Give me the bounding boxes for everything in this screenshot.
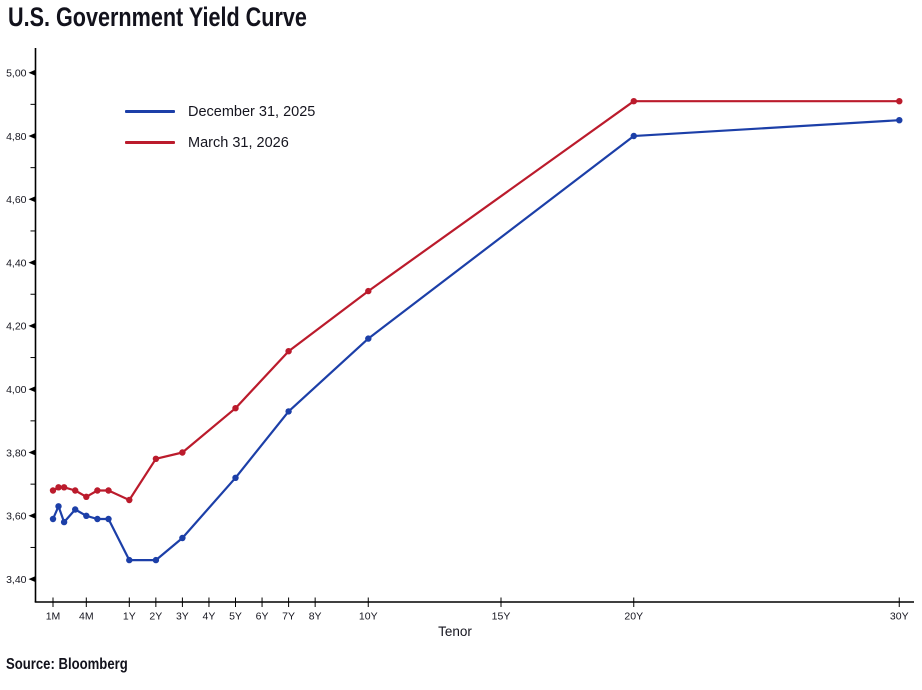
x-tick-label: 1Y: [123, 611, 136, 623]
x-tick-label: 1M: [46, 611, 61, 623]
x-tick-label: 4M: [79, 611, 94, 623]
data-point-dec-2025-1.5M: [55, 503, 62, 510]
data-point-mar-2026-6M: [105, 487, 112, 494]
legend-item-dec-2025: December 31, 2025: [125, 96, 315, 127]
data-point-dec-2025-1M: [49, 515, 57, 523]
series-line-dec-2025: [51, 119, 901, 562]
data-point-mar-2026-2Y: [152, 455, 160, 462]
data-point-dec-2025-2Y: [152, 556, 160, 564]
data-point-dec-2025-6M: [105, 515, 112, 523]
data-point-dec-2025-3Y: [179, 534, 186, 542]
data-point-dec-2025-10Y: [365, 335, 372, 342]
y-major-tick: [28, 133, 36, 139]
x-tick-label: 3Y: [176, 611, 189, 623]
data-point-mar-2026-5Y: [232, 405, 239, 412]
data-point-mar-2026-20Y: [630, 98, 637, 105]
x-tick-label: 8Y: [309, 611, 322, 623]
legend-item-mar-2026: March 31, 2026: [125, 127, 315, 158]
data-point-mar-2026-3Y: [179, 449, 186, 456]
data-point-mar-2026-3M: [72, 487, 79, 494]
x-tick-label: 30Y: [890, 611, 909, 623]
data-point-dec-2025-5Y: [232, 474, 239, 481]
data-point-mar-2026-4M: [83, 493, 90, 500]
x-tick-label: 10Y: [359, 611, 378, 623]
data-point-dec-2025-2M: [60, 518, 68, 526]
y-tick-label: 4,40: [6, 257, 27, 269]
data-point-dec-2025-4M: [83, 512, 90, 519]
y-tick-label: 4,00: [6, 384, 27, 396]
legend: December 31, 2025 March 31, 2026: [125, 96, 315, 158]
legend-swatch-blue-line: [125, 110, 175, 113]
source-note: Source: Bloomberg: [6, 656, 128, 673]
data-point-mar-2026-7Y: [285, 348, 292, 355]
y-major-tick: [28, 576, 36, 583]
x-tick-label: 4Y: [203, 611, 216, 623]
chart-title: U.S. Government Yield Curve: [8, 2, 307, 32]
data-point-mar-2026-30Y: [896, 98, 903, 105]
data-point-mar-2026-5M: [94, 487, 101, 494]
x-tick-label: 15Y: [492, 611, 511, 623]
y-major-tick: [28, 196, 36, 203]
legend-label-dec-2025: December 31, 2025: [188, 103, 316, 120]
data-point-dec-2025-7Y: [285, 408, 292, 415]
data-point-mar-2026-2M: [60, 484, 68, 491]
data-point-dec-2025-30Y: [896, 117, 903, 124]
y-tick-label: 4,20: [6, 321, 27, 333]
data-point-mar-2026-10Y: [365, 287, 372, 295]
y-major-tick: [28, 512, 36, 519]
x-tick-label: 7Y: [282, 611, 295, 623]
y-major-tick: [28, 259, 36, 266]
y-major-tick: [28, 69, 36, 76]
y-major-tick: [28, 449, 36, 456]
series-line-mar-2026: [51, 100, 901, 502]
y-tick-label: 4,80: [6, 131, 27, 143]
x-tick-label: 5Y: [229, 611, 242, 623]
y-tick-label: 4,60: [6, 194, 27, 206]
legend-label-mar-2026: March 31, 2026: [188, 134, 289, 151]
x-axis-title: Tenor: [438, 624, 472, 639]
legend-swatch-red-line: [125, 141, 175, 144]
data-point-dec-2025-3M: [72, 506, 79, 513]
data-point-mar-2026-1.5M: [55, 484, 62, 491]
data-point-dec-2025-5M: [94, 515, 101, 523]
x-tick-label: 2Y: [149, 611, 162, 623]
y-tick-label: 3,60: [6, 511, 27, 523]
y-tick-label: 3,40: [6, 574, 27, 586]
y-major-tick: [28, 322, 36, 329]
y-major-tick: [28, 386, 36, 393]
data-point-mar-2026-1Y: [126, 496, 133, 504]
y-tick-label: 5,00: [6, 68, 27, 80]
data-point-dec-2025-1Y: [126, 556, 133, 564]
data-point-mar-2026-1M: [49, 487, 57, 494]
x-tick-label: 6Y: [256, 611, 269, 623]
data-point-dec-2025-20Y: [630, 132, 637, 140]
x-tick-label: 20Y: [624, 611, 643, 623]
y-tick-label: 3,80: [6, 447, 27, 459]
